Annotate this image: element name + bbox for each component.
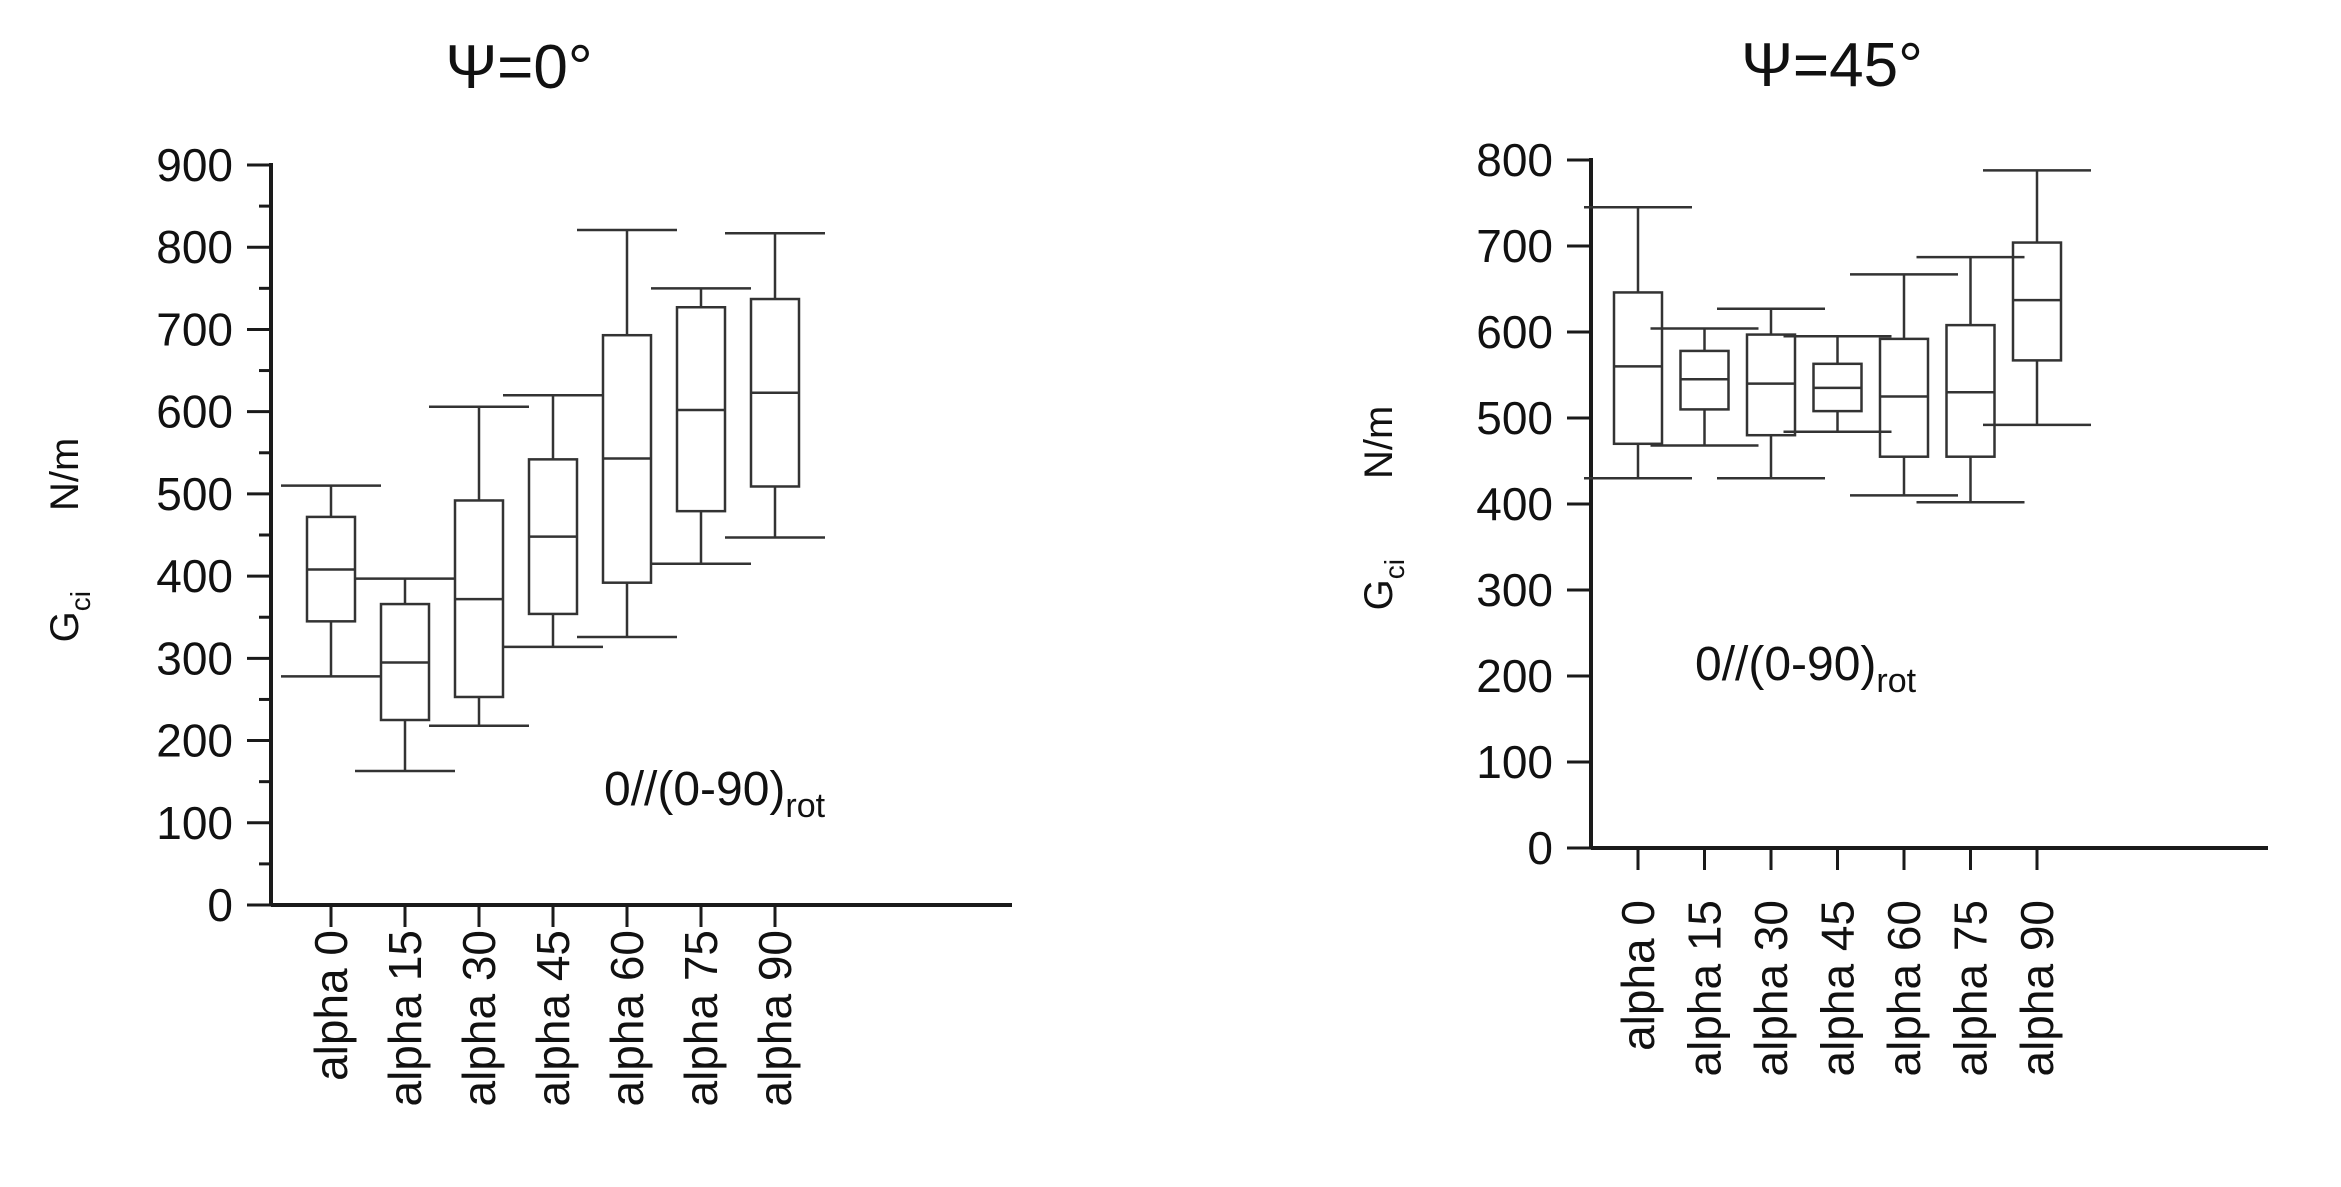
y-tick-label: 300 <box>1476 564 1553 616</box>
y-tick-label: 600 <box>1476 306 1553 358</box>
box-alpha-45 <box>1783 335 1892 434</box>
box-alpha-60 <box>1850 273 1958 497</box>
y-tick-label: 500 <box>1476 392 1553 444</box>
x-category-label: alpha 60 <box>1878 900 1930 1077</box>
box-alpha-15 <box>355 577 455 773</box>
y-axis-label-sub: ci <box>1379 559 1410 579</box>
annotation-sub: rot <box>1876 662 1916 700</box>
box-alpha-90 <box>1983 169 2091 427</box>
y-tick-label: 700 <box>156 303 233 355</box>
annotation-main: 0//(0-90) <box>604 763 785 816</box>
annotation-sub: rot <box>785 787 825 825</box>
box-alpha-0 <box>281 484 381 678</box>
y-axis-label: Gci N/m <box>1357 406 1410 611</box>
box-alpha-75 <box>1916 255 2025 504</box>
y-axis-label-main: G <box>1357 579 1401 610</box>
iqr-box <box>1612 291 1664 446</box>
x-category-label: alpha 15 <box>379 930 431 1107</box>
y-axis-label: Gci N/m <box>43 438 96 643</box>
x-category-label: alpha 90 <box>749 930 801 1107</box>
y-tick-label: 200 <box>1476 650 1553 702</box>
y-tick-label: 0 <box>1527 822 1553 874</box>
x-category-label: alpha 0 <box>1612 900 1664 1051</box>
x-category-label: alpha 15 <box>1679 900 1731 1077</box>
box-alpha-75 <box>651 287 751 566</box>
y-tick-label: 0 <box>207 879 233 931</box>
x-category-label: alpha 75 <box>675 930 727 1107</box>
svg-text:GciN/m: Gci N/m <box>1357 406 1410 611</box>
y-tick-label: 800 <box>156 221 233 273</box>
y-tick-label: 900 <box>156 139 233 191</box>
y-tick-label: 100 <box>1476 736 1553 788</box>
x-category-label: alpha 0 <box>305 930 357 1081</box>
x-category-label: alpha 75 <box>1945 900 1997 1077</box>
y-tick-label: 100 <box>156 797 233 849</box>
iqr-box <box>1745 333 1797 437</box>
y-axis-label-unit: N/m <box>43 438 87 511</box>
iqr-box <box>1945 323 1996 458</box>
chart-annotation: 0//(0-90)rot <box>604 763 826 825</box>
box-alpha-30 <box>429 405 529 728</box>
x-category-label: alpha 45 <box>527 930 579 1107</box>
y-tick-label: 700 <box>1476 220 1553 272</box>
x-category-label: alpha 60 <box>601 930 653 1107</box>
y-tick-label: 500 <box>156 468 233 520</box>
x-category-label: alpha 30 <box>453 930 505 1107</box>
chart-annotation: 0//(0-90)rot <box>1695 638 1917 700</box>
y-tick-label: 400 <box>156 550 233 602</box>
x-category-label: alpha 45 <box>1812 900 1864 1077</box>
box-alpha-15 <box>1650 327 1759 447</box>
iqr-box <box>2011 241 2063 362</box>
y-axis-label-sub: ci <box>65 591 96 611</box>
iqr-box <box>1878 337 1930 458</box>
box-alpha-30 <box>1717 307 1825 480</box>
chart-psi-0: Ψ=0° Gci N/m 0//(0-90)rot 0 100 200 300 400 50… <box>43 33 1012 1107</box>
chart-title: Ψ=0° <box>445 33 592 102</box>
svg-text:GciN/m: Gci N/m <box>43 438 96 643</box>
chart-psi-45: Ψ=45° Gci N/m 0//(0-90)rot 0 100 200 300 400 5… <box>1357 31 2268 1077</box>
y-tick-label: 800 <box>1476 134 1553 186</box>
y-axis-label-unit: N/m <box>1357 406 1401 479</box>
x-category-label: alpha 90 <box>2011 900 2063 1077</box>
chart-title: Ψ=45° <box>1741 31 1923 100</box>
y-tick-label: 300 <box>156 632 233 684</box>
x-category-label: alpha 30 <box>1745 900 1797 1077</box>
box-alpha-90 <box>725 231 825 539</box>
box-alpha-60 <box>577 228 677 639</box>
y-tick-label: 400 <box>1476 478 1553 530</box>
box-alpha-45 <box>503 393 603 649</box>
y-axis-label-main: G <box>43 611 87 642</box>
box-alpha-0 <box>1584 206 1692 480</box>
annotation-main: 0//(0-90) <box>1695 638 1876 691</box>
y-tick-label: 200 <box>156 715 233 767</box>
y-tick-label: 600 <box>156 386 233 438</box>
